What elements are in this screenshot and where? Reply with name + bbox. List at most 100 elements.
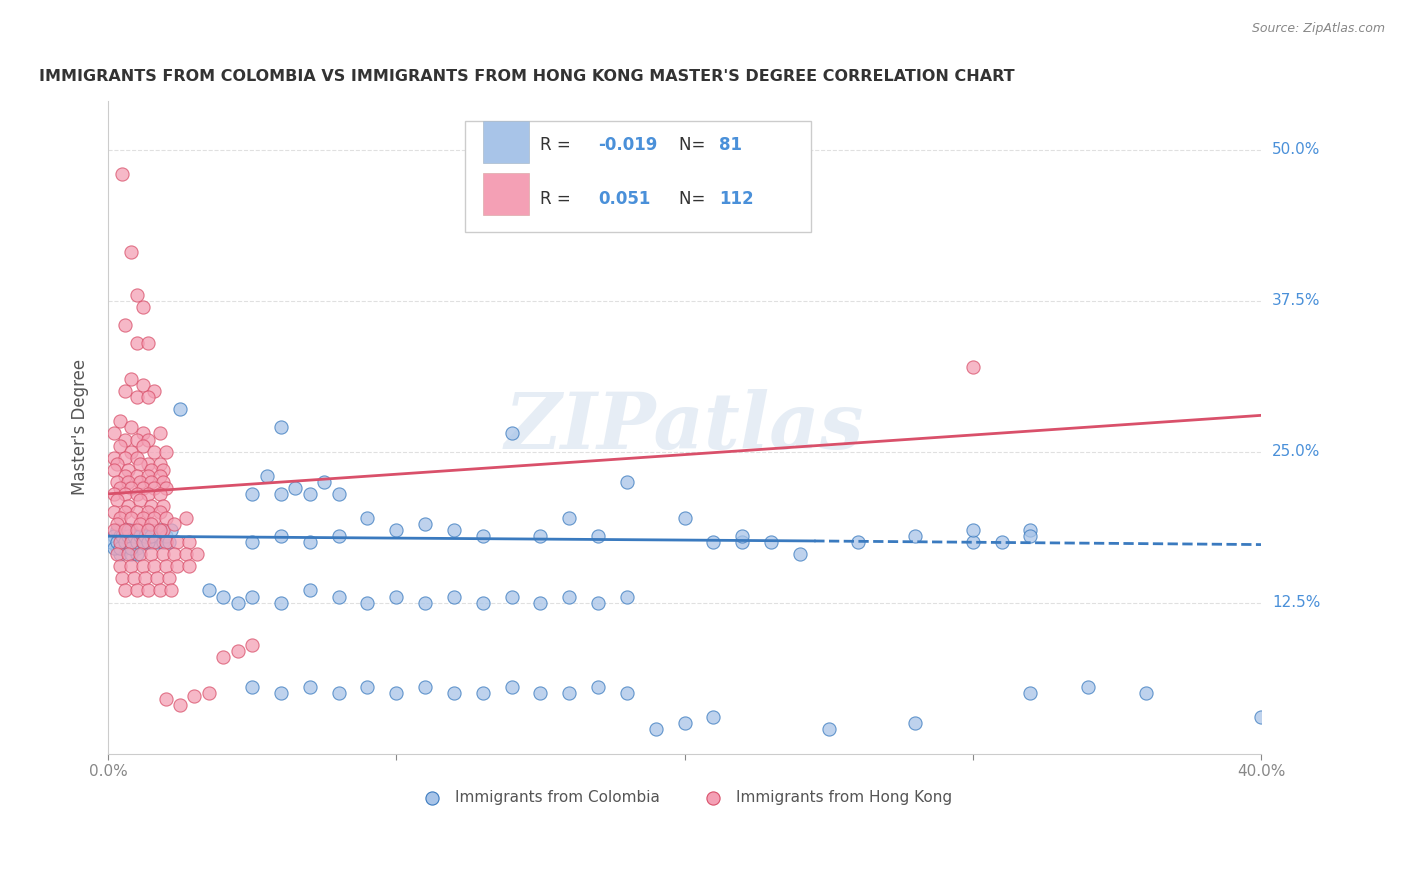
Point [616,686,638,700]
Point [105,457,128,471]
Point [108,529,131,543]
Y-axis label: Master's Degree: Master's Degree [72,359,89,495]
Point [125,523,148,537]
Point [702,535,724,549]
Point [103,450,125,465]
Point [226,644,249,658]
Point [131,535,153,549]
Point [131,426,153,441]
Text: 0.051: 0.051 [598,189,651,208]
Point [240,638,263,652]
Point [155,535,177,549]
Point [138,523,160,537]
Point [103,463,125,477]
Point [759,535,782,549]
Point [356,596,378,610]
Point [1250,710,1272,724]
Point [108,438,131,452]
Point [131,511,153,525]
Point [471,529,494,543]
Point [160,583,183,598]
Point [817,723,839,737]
Point [138,468,160,483]
Point [120,372,142,386]
Point [138,390,160,404]
Point [125,450,148,465]
Point [240,487,263,501]
Point [501,590,523,604]
Point [105,535,128,549]
Point [138,505,160,519]
Point [143,535,166,549]
Point [149,487,172,501]
Point [125,390,148,404]
Point [149,426,172,441]
Text: 25.0%: 25.0% [1272,444,1320,459]
Point [904,529,927,543]
Point [125,505,148,519]
Text: N=: N= [679,136,710,154]
Point [356,511,378,525]
Point [149,523,172,537]
Point [100,535,122,549]
Point [198,583,221,598]
Point [298,680,321,694]
Point [103,487,125,501]
Point [114,523,136,537]
Point [443,686,465,700]
Point [117,535,139,549]
Point [138,583,160,598]
Point [120,420,142,434]
Text: 81: 81 [718,136,742,154]
Point [138,433,160,447]
Point [586,596,609,610]
Point [131,559,153,574]
Point [141,499,163,513]
Point [443,523,465,537]
Point [125,335,148,350]
Point [122,535,145,549]
Point [183,689,205,703]
Point [471,596,494,610]
Point [212,590,235,604]
Legend: Immigrants from Colombia, Immigrants from Hong Kong: Immigrants from Colombia, Immigrants fro… [411,784,959,811]
Point [186,547,208,561]
Point [152,463,174,477]
FancyBboxPatch shape [465,121,811,232]
Point [166,559,188,574]
Point [298,535,321,549]
Point [108,559,131,574]
Point [529,529,551,543]
Point [120,523,142,537]
Point [152,535,174,549]
Point [529,596,551,610]
Point [117,523,139,537]
Point [702,710,724,724]
Point [134,571,156,585]
Point [141,535,163,549]
Point [108,481,131,495]
Point [114,468,136,483]
Point [174,547,197,561]
Point [114,433,136,447]
Point [558,590,581,604]
Point [212,649,235,664]
Point [240,590,263,604]
Point [138,335,160,350]
Point [731,529,754,543]
Point [673,511,696,525]
Point [103,523,125,537]
Point [131,378,153,392]
Point [169,402,191,417]
Point [114,487,136,501]
Point [114,583,136,598]
Point [143,384,166,399]
Point [143,511,166,525]
Point [120,535,142,549]
Point [177,559,200,574]
Point [155,529,177,543]
Point [471,686,494,700]
Point [314,475,336,489]
Point [501,426,523,441]
Point [157,535,180,549]
